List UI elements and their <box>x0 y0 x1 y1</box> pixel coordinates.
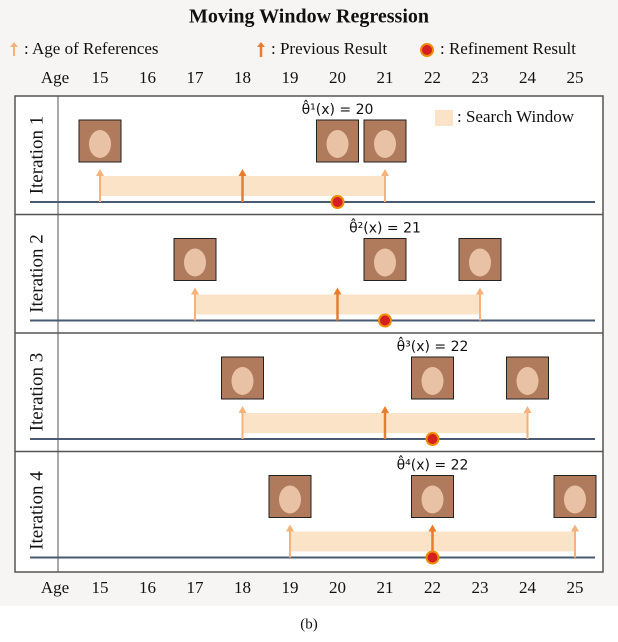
title: Moving Window Regression <box>189 6 429 28</box>
legend-refine-icon <box>421 44 433 56</box>
tick-label: 16 <box>139 68 156 87</box>
face-image <box>279 486 301 514</box>
estimate: θ̂²(x) = 21 <box>349 218 421 237</box>
tick-label: 16 <box>139 578 156 597</box>
tick-label: 24 <box>519 68 537 87</box>
legend-text: : Previous Result <box>271 39 387 58</box>
figure: Moving Window Regression : Age of Refere… <box>0 0 618 642</box>
iteration-label: Iteration 4 <box>26 471 47 550</box>
face-image <box>327 130 349 158</box>
tick-label: 18 <box>234 578 251 597</box>
tick-label: 22 <box>424 578 441 597</box>
axis-label: Age <box>41 68 69 87</box>
axis-label: Age <box>41 578 69 597</box>
tick-label: 23 <box>472 68 489 87</box>
refinement <box>332 196 344 208</box>
tick-label: 20 <box>329 68 346 87</box>
face-image <box>374 130 396 158</box>
refinement <box>379 315 391 327</box>
legend-window-icon <box>435 110 453 126</box>
face-image <box>374 249 396 277</box>
estimate: θ̂¹(x) = 20 <box>302 99 374 118</box>
tick-label: 21 <box>377 578 394 597</box>
tick-label: 19 <box>282 68 299 87</box>
face-image <box>89 130 111 158</box>
refinement <box>427 552 439 564</box>
face-image <box>564 486 586 514</box>
iteration-label: Iteration 1 <box>26 116 47 195</box>
face-image <box>422 486 444 514</box>
legend-text: : Age of References <box>24 39 159 58</box>
tick-label: 20 <box>329 578 346 597</box>
face-image <box>184 249 206 277</box>
iteration-label: Iteration 3 <box>26 353 47 432</box>
tick-label: 17 <box>187 578 205 597</box>
tick-label: 25 <box>567 578 584 597</box>
estimate: θ̂⁴(x) = 22 <box>397 455 469 474</box>
legend-text: : Refinement Result <box>440 39 576 58</box>
refinement <box>427 433 439 445</box>
tick-label: 18 <box>234 68 251 87</box>
tick-label: 21 <box>377 68 394 87</box>
tick-label: 24 <box>519 578 537 597</box>
tick-label: 23 <box>472 578 489 597</box>
tick-label: 15 <box>92 68 109 87</box>
face-image <box>422 367 444 395</box>
caption: (b) <box>300 616 318 632</box>
tick-label: 15 <box>92 578 109 597</box>
estimate: θ̂³(x) = 22 <box>397 336 469 355</box>
legend-text: : Search Window <box>457 107 575 126</box>
tick-label: 25 <box>567 68 584 87</box>
tick-label: 19 <box>282 578 299 597</box>
face-image <box>517 367 539 395</box>
iteration-label: Iteration 2 <box>26 234 47 313</box>
face-image <box>469 249 491 277</box>
tick-label: 17 <box>187 68 205 87</box>
face-image <box>232 367 254 395</box>
tick-label: 22 <box>424 68 441 87</box>
